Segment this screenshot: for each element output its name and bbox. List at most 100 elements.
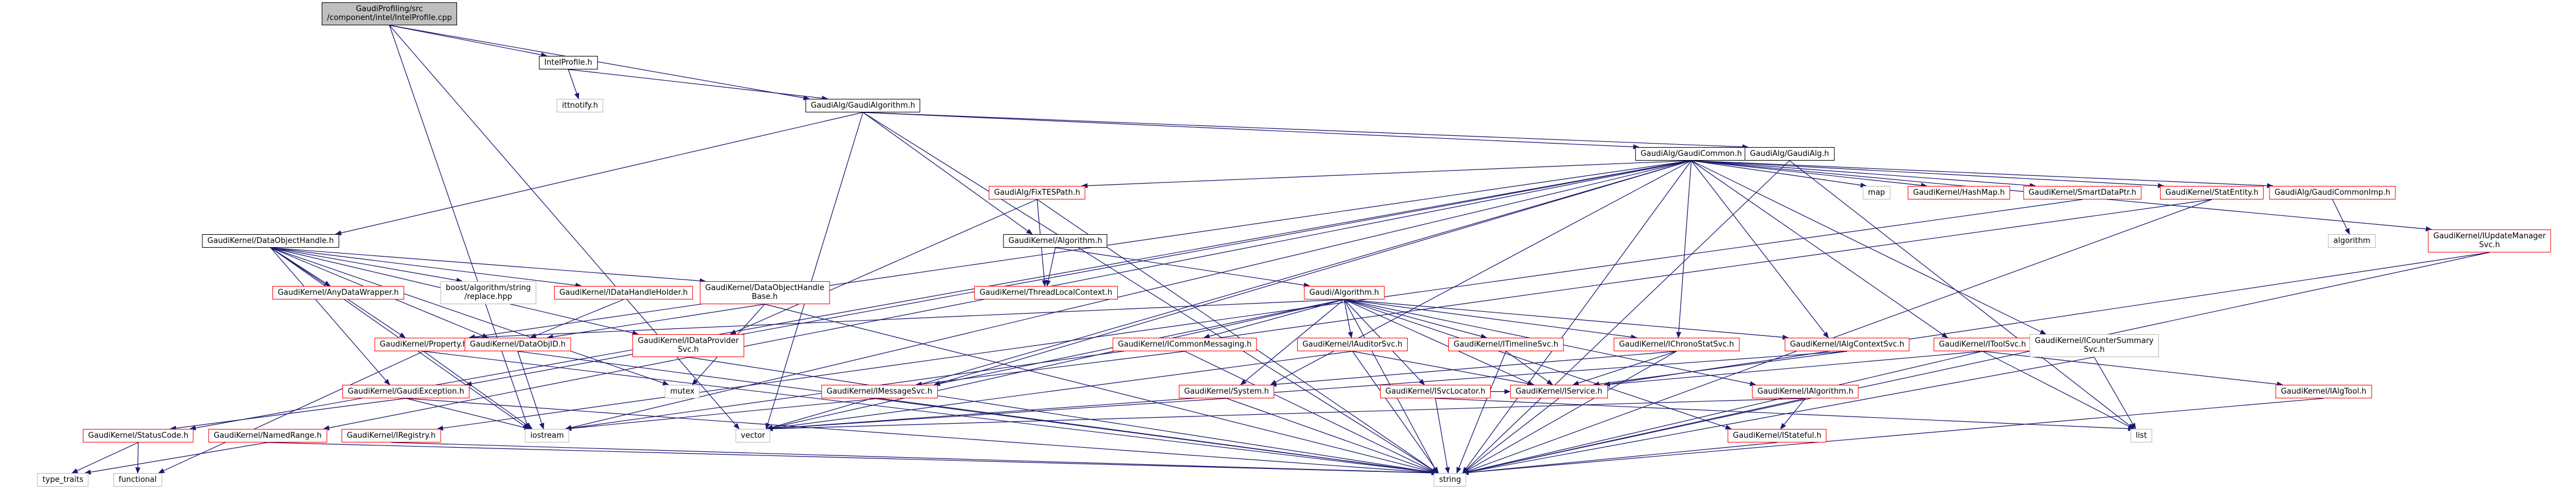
edge-gaudi_algorithm-to-property — [468, 299, 1345, 340]
edge-gaudicommon-to-fixtespath — [1081, 160, 1692, 188]
edge-gaudiexception-to-iostream — [405, 398, 531, 430]
graph-node-list: list — [2130, 429, 2152, 443]
edge-dataobjecthandle-to-dataobjecthandlebase — [270, 247, 707, 284]
graph-node-iregistry[interactable]: GaudiKernel/IRegistry.h — [341, 429, 441, 443]
edge-dataobjecthandle-to-gaudiexception — [270, 247, 391, 385]
edge-namedrange-to-string — [267, 442, 1438, 476]
edge-iauditorsvc-to-vector — [766, 351, 1353, 431]
graph-node-gaudicommon[interactable]: GaudiAlg/GaudiCommon.h — [1635, 147, 1748, 161]
edge-gaudicommon-to-itoolsvc — [1691, 160, 1948, 338]
edge-root-to-vector — [389, 25, 740, 430]
edge-smartdataptr-to-iregistry — [436, 199, 2083, 431]
graph-node-hashmap[interactable]: GaudiKernel/HashMap.h — [1908, 186, 2010, 200]
edge-dataobjecthandlebase-to-dataobjid — [546, 304, 765, 339]
graph-node-ialgorithm[interactable]: GaudiKernel/IAlgorithm.h — [1752, 385, 1859, 399]
graph-node-system[interactable]: GaudiKernel/System.h — [1178, 385, 1275, 399]
graph-node-dataobjecthandlebase[interactable]: GaudiKernel/DataObjectHandle Base.h — [699, 281, 830, 304]
edge-ialgcontextsvc-to-vector — [766, 351, 1848, 431]
edge-gaudi_algorithm-to-ichronostatsvc — [1344, 299, 1638, 340]
edge-gaudicommon-to-ialgcontextsvc — [1691, 160, 1829, 338]
edge-gaudialg-to-string — [1462, 160, 1790, 474]
graph-node-iupdatemanagersvc[interactable]: GaudiKernel/IUpdateManager Svc.h — [2428, 229, 2551, 252]
graph-node-isvclocator[interactable]: GaudiKernel/ISvcLocator.h — [1380, 385, 1491, 399]
edge-dataobjid-to-iostream — [517, 351, 545, 430]
edge-idatahandleholder-to-dataobjid — [529, 299, 624, 338]
edge-property-to-iostream — [423, 351, 533, 430]
graph-node-itoolsvc[interactable]: GaudiKernel/IToolSvc.h — [1934, 338, 2031, 352]
graph-node-threadlocalcontext[interactable]: GaudiKernel/ThreadLocalContext.h — [974, 286, 1118, 300]
edge-gaudicommon-to-imessagesvc — [933, 160, 1692, 386]
edge-gaudialgorithm-to-dataobjecthandle — [335, 112, 864, 236]
edge-iregistry-to-string — [391, 442, 1438, 476]
edge-gaudiexception-to-string — [405, 398, 1438, 475]
edge-gaudi_algorithm-to-iauditorsvc — [1344, 299, 1353, 339]
graph-node-gaudicommonimp[interactable]: GaudiAlg/GaudiCommonImp.h — [2269, 186, 2396, 200]
graph-node-idataprovidersvc[interactable]: GaudiKernel/IDataProvider Svc.h — [632, 334, 744, 357]
graph-node-namedrange[interactable]: GaudiKernel/NamedRange.h — [208, 429, 327, 443]
edge-gaudi_algorithm-to-ialgcontextsvc — [1344, 299, 1789, 340]
edge-gaudicommon-to-ichronostatsvc — [1676, 160, 1692, 339]
edge-intelprofile-to-gaudialgorithm — [568, 69, 828, 101]
edge-dataobjecthandle-to-mutex — [270, 247, 669, 385]
edge-statuscode-to-type_traits — [71, 442, 139, 474]
graph-node-imessagesvc[interactable]: GaudiKernel/IMessageSvc.h — [821, 385, 938, 399]
graph-node-dataobjid[interactable]: GaudiKernel/DataObjID.h — [464, 338, 571, 352]
edge-gaudialgorithm-to-kernel_algorithm — [862, 112, 1033, 235]
edge-ialgorithm-to-istateful — [1780, 398, 1806, 430]
graph-node-gaudi_algorithm[interactable]: Gaudi/Algorithm.h — [1304, 286, 1385, 300]
edge-icountersummarysvc-to-list — [2094, 357, 2136, 430]
edge-root-to-iostream — [389, 25, 529, 430]
graph-node-ialgcontextsvc[interactable]: GaudiKernel/IAlgContextSvc.h — [1784, 338, 1910, 352]
graph-node-istateful[interactable]: GaudiKernel/IStateful.h — [1727, 429, 1827, 443]
graph-node-gaudialg[interactable]: GaudiAlg/GaudiAlg.h — [1744, 147, 1835, 161]
edge-root-to-intelprofile — [389, 25, 548, 58]
edge-gaudicommon-to-gaudicommonimp — [1691, 160, 2274, 188]
graph-node-anydatawrapper[interactable]: GaudiKernel/AnyDataWrapper.h — [272, 286, 404, 300]
edge-itoolsvc-to-list — [1982, 351, 2135, 430]
graph-node-icountersummarysvc: GaudiKernel/ICounterSummary Svc.h — [2030, 334, 2159, 357]
graph-node-ialgtool[interactable]: GaudiKernel/IAlgTool.h — [2275, 385, 2372, 399]
edge-gaudicommon-to-statentity — [1691, 160, 2165, 188]
graph-node-map: map — [1862, 186, 1891, 200]
edge-gaudicommonimp-to-algorithm_std — [2332, 199, 2350, 235]
edge-iauditorsvc-to-string — [1352, 351, 1439, 474]
graph-node-gaudiexception[interactable]: GaudiKernel/GaudiException.h — [342, 385, 469, 399]
edge-iauditorsvc-to-iservice — [1352, 351, 1535, 387]
edge-system-to-string — [1226, 398, 1438, 474]
graph-node-gaudialgorithm[interactable]: GaudiAlg/GaudiAlgorithm.h — [805, 99, 921, 113]
edge-system-to-vector — [766, 398, 1227, 431]
graph-node-intelprofile[interactable]: IntelProfile.h — [539, 56, 598, 70]
edge-ichronostatsvc-to-string — [1462, 351, 1677, 474]
edge-ichronostatsvc-to-system — [1269, 351, 1677, 387]
graph-node-kernel_algorithm[interactable]: GaudiKernel/Algorithm.h — [1003, 234, 1108, 248]
graph-node-icommonmessaging[interactable]: GaudiKernel/ICommonMessaging.h — [1112, 338, 1257, 352]
graph-node-functional: functional — [113, 473, 162, 487]
graph-node-itimelinesvc[interactable]: GaudiKernel/ITimelineSvc.h — [1448, 338, 1564, 352]
edge-gaudialg-to-list — [1789, 160, 2135, 430]
graph-node-idatahandleholder[interactable]: GaudiKernel/IDataHandleHolder.h — [554, 286, 694, 300]
edge-itimelinesvc-to-string — [1456, 351, 1507, 474]
graph-node-iservice[interactable]: GaudiKernel/IService.h — [1510, 385, 1608, 399]
edge-icommonmessaging-to-imessagesvc — [915, 351, 1185, 387]
edge-dataobjecthandle-to-idatahandleholder — [270, 247, 582, 288]
edge-fixtespath-to-idataprovidersvc — [729, 199, 1038, 335]
graph-node-statentity[interactable]: GaudiKernel/StatEntity.h — [2160, 186, 2264, 200]
edge-imessagesvc-to-string — [879, 398, 1438, 475]
graph-node-ichronostatsvc[interactable]: GaudiKernel/IChronoStatSvc.h — [1614, 338, 1739, 352]
edge-gaudialgorithm-to-vector — [765, 112, 864, 430]
edge-gaudicommon-to-hashmap — [1691, 160, 1928, 188]
edge-gaudialgorithm-to-gaudicommon — [862, 112, 1640, 149]
graph-node-iostream: iostream — [525, 429, 569, 443]
edge-root-to-gaudialgorithm — [389, 25, 810, 101]
graph-node-mutex: mutex — [665, 385, 700, 399]
graph-node-property[interactable]: GaudiKernel/Property.h — [374, 338, 473, 352]
edge-idataprovidersvc-to-string — [688, 357, 1438, 475]
graph-node-statuscode[interactable]: GaudiKernel/StatusCode.h — [82, 429, 194, 443]
graph-node-iauditorsvc[interactable]: GaudiKernel/IAuditorSvc.h — [1297, 338, 1408, 352]
graph-node-fixtespath[interactable]: GaudiAlg/FixTESPath.h — [988, 186, 1086, 200]
graph-node-smartdataptr[interactable]: GaudiKernel/SmartDataPtr.h — [2023, 186, 2142, 200]
edge-gaudicommon-to-string — [1462, 160, 1692, 474]
graph-node-dataobjecthandle[interactable]: GaudiKernel/DataObjectHandle.h — [202, 234, 339, 248]
